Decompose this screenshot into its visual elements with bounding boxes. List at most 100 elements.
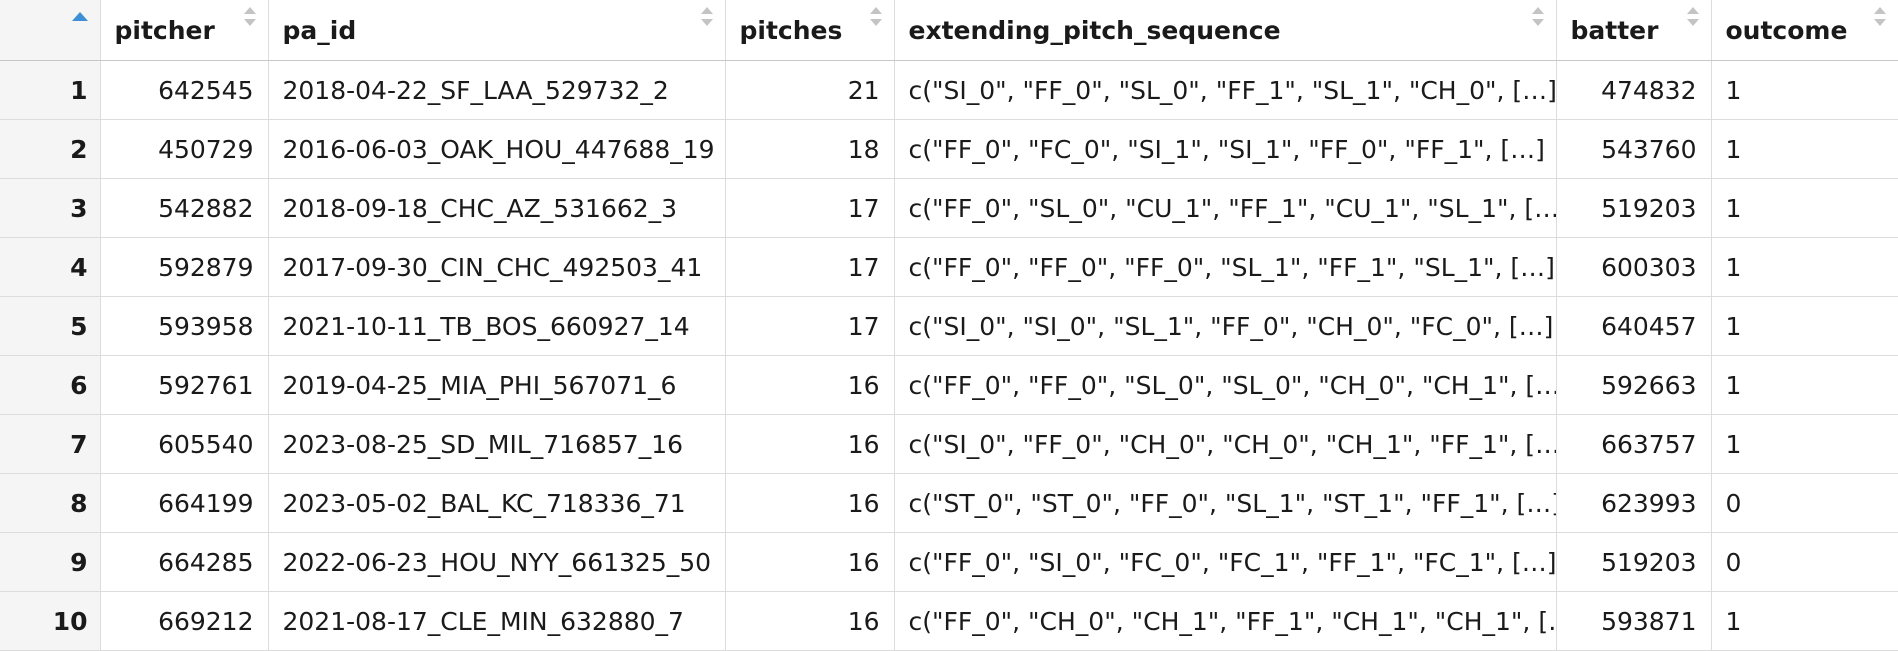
cell-pa-id: 2016-06-03_OAK_HOU_447688_19 bbox=[268, 119, 726, 179]
row-index: 7 bbox=[0, 414, 101, 474]
column-header-extending-pitch-sequence[interactable]: extending_pitch_sequence bbox=[894, 0, 1557, 61]
cell-pa-id: 2019-04-25_MIA_PHI_567071_6 bbox=[268, 355, 726, 415]
cell-pitches: 16 bbox=[725, 473, 895, 533]
cell-pitches: 16 bbox=[725, 591, 895, 651]
sort-ascending-icon bbox=[72, 12, 88, 21]
column-header-label: pitcher bbox=[114, 15, 215, 45]
table-row: 6 592761 2019-04-25_MIA_PHI_567071_6 16 … bbox=[0, 355, 1898, 415]
row-index: 4 bbox=[0, 237, 101, 297]
cell-pa-id: 2021-10-11_TB_BOS_660927_14 bbox=[268, 296, 726, 356]
cell-outcome: 1 bbox=[1711, 414, 1898, 474]
cell-pitcher: 642545 bbox=[100, 60, 269, 120]
cell-pa-id: 2023-05-02_BAL_KC_718336_71 bbox=[268, 473, 726, 533]
cell-batter: 543760 bbox=[1556, 119, 1712, 179]
column-header-outcome[interactable]: outcome bbox=[1711, 0, 1898, 61]
table-row: 10 669212 2021-08-17_CLE_MIN_632880_7 16… bbox=[0, 591, 1898, 651]
cell-batter: 640457 bbox=[1556, 296, 1712, 356]
cell-pa-id: 2023-08-25_SD_MIL_716857_16 bbox=[268, 414, 726, 474]
cell-pa-id: 2022-06-23_HOU_NYY_661325_50 bbox=[268, 532, 726, 592]
cell-pitches: 16 bbox=[725, 414, 895, 474]
column-header-label: batter bbox=[1570, 15, 1659, 45]
cell-pitch-sequence: c("FF_0", "FC_0", "SI_1", "SI_1", "FF_0"… bbox=[894, 119, 1557, 179]
cell-batter: 519203 bbox=[1556, 178, 1712, 238]
cell-pa-id: 2018-09-18_CHC_AZ_531662_3 bbox=[268, 178, 726, 238]
cell-batter: 519203 bbox=[1556, 532, 1712, 592]
column-header-batter[interactable]: batter bbox=[1556, 0, 1712, 61]
cell-pitch-sequence: c("FF_0", "CH_0", "CH_1", "FF_1", "CH_1"… bbox=[894, 591, 1557, 651]
cell-pitch-sequence: c("ST_0", "ST_0", "FF_0", "SL_1", "ST_1"… bbox=[894, 473, 1557, 533]
cell-outcome: 1 bbox=[1711, 119, 1898, 179]
row-index: 2 bbox=[0, 119, 101, 179]
cell-pitcher: 593958 bbox=[100, 296, 269, 356]
table-row: 8 664199 2023-05-02_BAL_KC_718336_71 16 … bbox=[0, 473, 1898, 533]
cell-outcome: 0 bbox=[1711, 473, 1898, 533]
cell-pitch-sequence: c("SI_0", "SI_0", "SL_1", "FF_0", "CH_0"… bbox=[894, 296, 1557, 356]
cell-outcome: 1 bbox=[1711, 355, 1898, 415]
cell-pitcher: 450729 bbox=[100, 119, 269, 179]
cell-pitch-sequence: c("SI_0", "FF_0", "CH_0", "CH_0", "CH_1"… bbox=[894, 414, 1557, 474]
cell-batter: 600303 bbox=[1556, 237, 1712, 297]
sort-arrows-icon[interactable] bbox=[243, 7, 256, 31]
cell-pitch-sequence: c("FF_0", "SI_0", "FC_0", "FC_1", "FF_1"… bbox=[894, 532, 1557, 592]
row-index: 8 bbox=[0, 473, 101, 533]
row-index: 10 bbox=[0, 591, 101, 651]
cell-pitcher: 664199 bbox=[100, 473, 269, 533]
sort-arrows-icon[interactable] bbox=[1874, 7, 1886, 31]
cell-pitcher: 542882 bbox=[100, 178, 269, 238]
cell-pitcher: 592879 bbox=[100, 237, 269, 297]
cell-outcome: 1 bbox=[1711, 237, 1898, 297]
cell-pa-id: 2018-04-22_SF_LAA_529732_2 bbox=[268, 60, 726, 120]
sort-arrows-icon[interactable] bbox=[700, 7, 713, 31]
sort-arrows-icon[interactable] bbox=[1531, 7, 1544, 31]
table-row: 1 642545 2018-04-22_SF_LAA_529732_2 21 c… bbox=[0, 60, 1898, 120]
cell-pitcher: 669212 bbox=[100, 591, 269, 651]
cell-pitches: 17 bbox=[725, 296, 895, 356]
cell-pitcher: 605540 bbox=[100, 414, 269, 474]
table-row: 4 592879 2017-09-30_CIN_CHC_492503_41 17… bbox=[0, 237, 1898, 297]
cell-outcome: 1 bbox=[1711, 591, 1898, 651]
cell-pitches: 16 bbox=[725, 355, 895, 415]
column-header-label: extending_pitch_sequence bbox=[908, 15, 1281, 45]
cell-pitcher: 664285 bbox=[100, 532, 269, 592]
cell-pitch-sequence: c("FF_0", "FF_0", "FF_0", "SL_1", "FF_1"… bbox=[894, 237, 1557, 297]
sort-arrows-icon[interactable] bbox=[869, 7, 882, 31]
table-row: 3 542882 2018-09-18_CHC_AZ_531662_3 17 c… bbox=[0, 178, 1898, 238]
table-row: 5 593958 2021-10-11_TB_BOS_660927_14 17 … bbox=[0, 296, 1898, 356]
row-index: 1 bbox=[0, 60, 101, 120]
cell-batter: 474832 bbox=[1556, 60, 1712, 120]
cell-outcome: 0 bbox=[1711, 532, 1898, 592]
cell-outcome: 1 bbox=[1711, 178, 1898, 238]
cell-batter: 623993 bbox=[1556, 473, 1712, 533]
cell-pitch-sequence: c("FF_0", "FF_0", "SL_0", "SL_0", "CH_0"… bbox=[894, 355, 1557, 415]
column-header-label: pa_id bbox=[282, 15, 357, 45]
cell-pitch-sequence: c("SI_0", "FF_0", "SL_0", "FF_1", "SL_1"… bbox=[894, 60, 1557, 120]
sort-arrows-icon[interactable] bbox=[1686, 7, 1699, 31]
column-header-pa-id[interactable]: pa_id bbox=[268, 0, 726, 61]
cell-pitches: 16 bbox=[725, 532, 895, 592]
cell-pitches: 17 bbox=[725, 178, 895, 238]
cell-pitcher: 592761 bbox=[100, 355, 269, 415]
column-header-label: outcome bbox=[1725, 15, 1848, 45]
row-index: 6 bbox=[0, 355, 101, 415]
cell-pitches: 21 bbox=[725, 60, 895, 120]
row-index: 9 bbox=[0, 532, 101, 592]
column-header-pitches[interactable]: pitches bbox=[725, 0, 895, 61]
cell-pitches: 18 bbox=[725, 119, 895, 179]
table-row: 2 450729 2016-06-03_OAK_HOU_447688_19 18… bbox=[0, 119, 1898, 179]
cell-pitch-sequence: c("FF_0", "SL_0", "CU_1", "FF_1", "CU_1"… bbox=[894, 178, 1557, 238]
cell-batter: 663757 bbox=[1556, 414, 1712, 474]
cell-batter: 593871 bbox=[1556, 591, 1712, 651]
table-row: 9 664285 2022-06-23_HOU_NYY_661325_50 16… bbox=[0, 532, 1898, 592]
column-header-label: pitches bbox=[739, 15, 843, 45]
cell-outcome: 1 bbox=[1711, 60, 1898, 120]
cell-outcome: 1 bbox=[1711, 296, 1898, 356]
column-header-pitcher[interactable]: pitcher bbox=[100, 0, 269, 61]
row-index: 5 bbox=[0, 296, 101, 356]
cell-pa-id: 2017-09-30_CIN_CHC_492503_41 bbox=[268, 237, 726, 297]
row-index: 3 bbox=[0, 178, 101, 238]
cell-pa-id: 2021-08-17_CLE_MIN_632880_7 bbox=[268, 591, 726, 651]
column-header-index[interactable] bbox=[0, 0, 101, 61]
cell-pitches: 17 bbox=[725, 237, 895, 297]
header-row: pitcher pa_id pitches extending_pitch_se… bbox=[0, 0, 1898, 61]
